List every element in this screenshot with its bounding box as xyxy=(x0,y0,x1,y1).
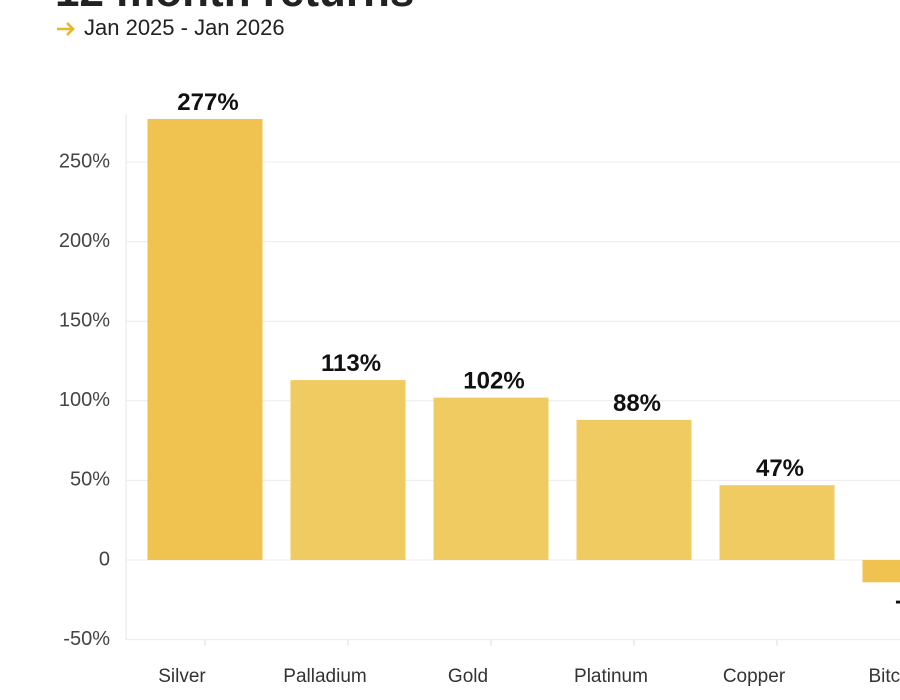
x-tick-label: Platinum xyxy=(574,666,648,687)
bar xyxy=(862,560,900,583)
y-tick-label: 200% xyxy=(59,230,110,252)
y-tick-label: 50% xyxy=(70,469,110,491)
bar xyxy=(147,119,263,561)
bar xyxy=(719,485,835,560)
x-tick-label: Copper xyxy=(723,666,786,687)
y-tick-label: -50% xyxy=(63,628,110,650)
chart-title: 12 month returns xyxy=(55,0,414,16)
plot-area: -50% 0 50% 100% 150% 200% 250% Silver 277% Pallad… xyxy=(59,89,900,687)
subtitle-arrow xyxy=(57,22,75,36)
value-label: 277% xyxy=(177,89,238,116)
chart-subtitle: Jan 2025 - Jan 2026 xyxy=(84,15,285,40)
value-label: 47% xyxy=(756,455,804,482)
value-label: 102% xyxy=(463,368,524,395)
x-tick-label: Silver xyxy=(158,666,206,687)
x-tick-label: Gold xyxy=(448,666,488,687)
bar xyxy=(433,397,549,560)
y-tick-label: 150% xyxy=(59,309,110,331)
bar xyxy=(576,419,692,560)
y-tick-label: 0 xyxy=(99,548,110,570)
y-tick-label: 100% xyxy=(59,389,110,411)
bar xyxy=(290,380,406,560)
value-label: -14% xyxy=(895,587,900,614)
value-label: 88% xyxy=(613,390,661,417)
x-tick-label: Palladium xyxy=(283,666,366,687)
y-tick-label: 250% xyxy=(59,150,110,172)
x-tick-label: Bitcoin xyxy=(868,666,900,687)
value-label: 113% xyxy=(321,350,381,377)
